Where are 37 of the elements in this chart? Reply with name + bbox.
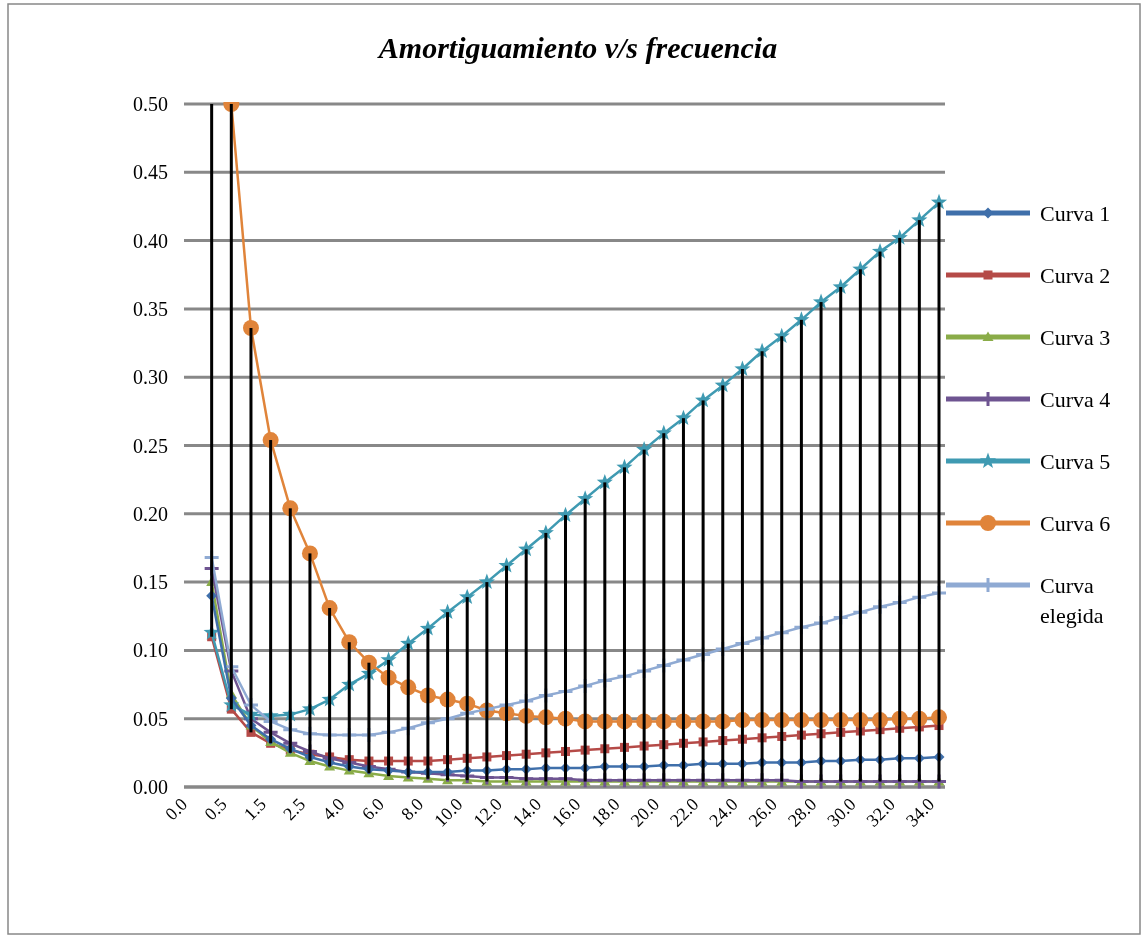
legend-label: Curva 2 bbox=[1040, 262, 1111, 288]
legend-label: Curva elegida bbox=[1040, 572, 1104, 628]
legend-label: Curva 5 bbox=[1040, 448, 1111, 474]
x-tick-label: 20.0 bbox=[626, 794, 664, 831]
x-tick-label: 0.5 bbox=[200, 794, 231, 825]
y-tick-label: 0.05 bbox=[133, 707, 168, 730]
y-tick-label: 0.20 bbox=[133, 502, 168, 525]
x-tick-label: 4.0 bbox=[318, 794, 349, 825]
x-tick-label: 26.0 bbox=[744, 794, 782, 831]
y-tick-label: 0.45 bbox=[133, 161, 168, 184]
x-tick-label: 12.0 bbox=[469, 794, 506, 831]
y-tick-label: 0.10 bbox=[133, 639, 168, 662]
y-tick-label: 0.15 bbox=[133, 571, 168, 594]
x-tick-label: 8.0 bbox=[397, 794, 428, 825]
x-tick-label: 16.0 bbox=[548, 794, 585, 831]
x-tick-label: 1.5 bbox=[239, 794, 270, 825]
y-tick-label: 0.50 bbox=[133, 93, 168, 115]
x-tick-label: 14.0 bbox=[508, 794, 546, 831]
y-tick-label: 0.40 bbox=[133, 229, 168, 252]
legend-label: Curva 3 bbox=[1040, 324, 1111, 350]
legend-label: Curva 1 bbox=[1040, 200, 1111, 226]
x-tick-label: 24.0 bbox=[705, 794, 742, 831]
y-tick-label: 0.35 bbox=[133, 297, 168, 320]
y-tick-label: 0.30 bbox=[133, 366, 168, 389]
x-tick-label: 32.0 bbox=[862, 794, 899, 831]
x-tick-label: 28.0 bbox=[783, 794, 821, 831]
x-tick-label: 6.0 bbox=[357, 794, 388, 825]
legend-label: Curva 4 bbox=[1040, 386, 1111, 412]
x-tick-label: 30.0 bbox=[823, 794, 860, 831]
x-tick-label: 22.0 bbox=[665, 794, 703, 831]
x-tick-label: 18.0 bbox=[587, 794, 624, 831]
legend-label: Curva 6 bbox=[1040, 510, 1111, 536]
x-tick-label: 34.0 bbox=[901, 794, 939, 831]
chart-title: Amortiguamiento v/s frecuencia bbox=[376, 31, 778, 64]
x-tick-label: 2.5 bbox=[279, 794, 310, 825]
y-tick-label: 0.25 bbox=[133, 434, 168, 457]
x-tick-label: 10.0 bbox=[430, 794, 467, 831]
